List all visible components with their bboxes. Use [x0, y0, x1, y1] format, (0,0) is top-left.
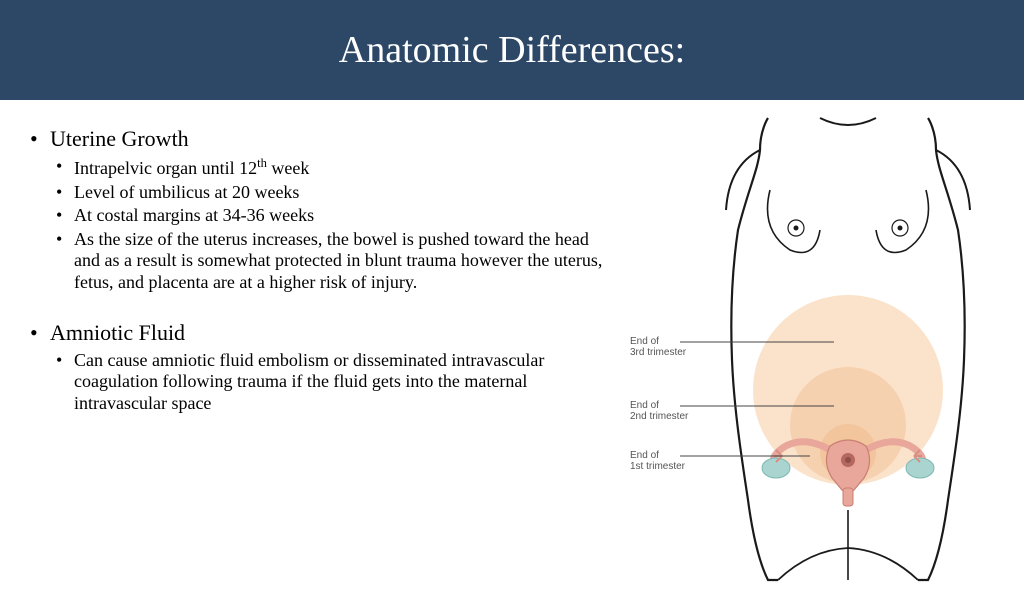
section-2-title: Amniotic Fluid: [30, 320, 610, 346]
bullet-item: As the size of the uterus increases, the…: [30, 229, 610, 294]
left-nipple: [794, 226, 799, 231]
slide-header: Anatomic Differences:: [0, 0, 1024, 100]
bullet-text-post: week: [267, 158, 309, 178]
label-3rd-trimester: End of3rd trimester: [630, 336, 686, 358]
bullet-text-sup: th: [257, 156, 267, 170]
bullet-item: At costal margins at 34-36 weeks: [30, 205, 610, 227]
right-nipple: [898, 226, 903, 231]
right-breast: [876, 190, 929, 253]
left-breast: [768, 190, 821, 253]
section-1-title: Uterine Growth: [30, 126, 610, 152]
text-column: Uterine Growth Intrapelvic organ until 1…: [0, 120, 620, 416]
bullet-text-pre: Intrapelvic organ until 12: [74, 158, 257, 178]
bullet-item: Intrapelvic organ until 12th week: [30, 156, 610, 180]
neck-line: [820, 118, 876, 125]
label-2nd-trimester: End of2nd trimester: [630, 400, 688, 422]
anatomy-figure: End of3rd trimester End of2nd trimester …: [620, 110, 1020, 590]
right-shoulder: [936, 150, 970, 210]
bullet-item: Can cause amniotic fluid embolism or dis…: [30, 350, 610, 415]
label-1st-trimester: End of1st trimester: [630, 450, 685, 472]
bullet-item: Level of umbilicus at 20 weeks: [30, 182, 610, 204]
left-shoulder: [726, 150, 760, 210]
figure-column: End of3rd trimester End of2nd trimester …: [620, 120, 1024, 416]
slide-title: Anatomic Differences:: [339, 28, 685, 72]
slide-content: Uterine Growth Intrapelvic organ until 1…: [0, 100, 1024, 416]
